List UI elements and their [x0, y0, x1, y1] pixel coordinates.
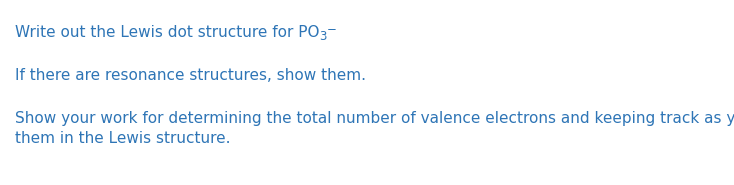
Text: Write out the Lewis dot structure for PO: Write out the Lewis dot structure for PO	[15, 25, 319, 40]
Text: Show your work for determining the total number of valence electrons and keeping: Show your work for determining the total…	[15, 111, 734, 126]
Text: 3: 3	[319, 30, 327, 43]
Text: them in the Lewis structure.: them in the Lewis structure.	[15, 131, 230, 146]
Text: −: −	[327, 23, 337, 36]
Text: If there are resonance structures, show them.: If there are resonance structures, show …	[15, 68, 366, 83]
